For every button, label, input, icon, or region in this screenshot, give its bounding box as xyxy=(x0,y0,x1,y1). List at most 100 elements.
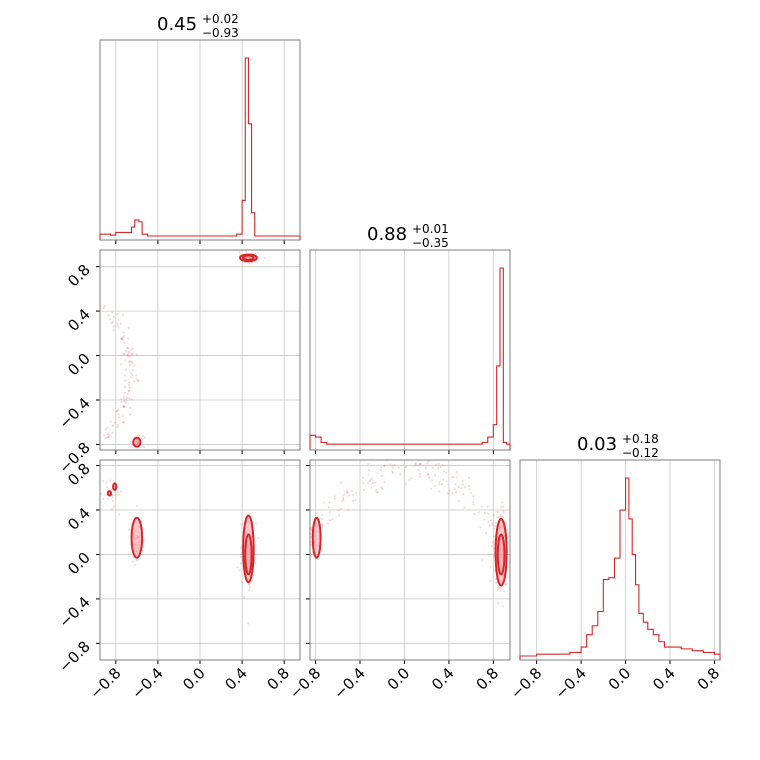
sample-point-3-225 xyxy=(391,470,394,473)
sample-point-3-182 xyxy=(442,470,446,473)
sample-point-3-224 xyxy=(354,499,357,502)
sample-point-3-318 xyxy=(492,514,495,517)
sample-point-1-127 xyxy=(122,405,126,408)
sample-point-2-167 xyxy=(116,490,119,493)
histogram-line-1 xyxy=(99,57,301,240)
sample-point-1-53 xyxy=(254,252,257,256)
sample-point-3-217 xyxy=(437,462,440,465)
sample-point-1-163 xyxy=(128,381,131,384)
sample-point-3-258 xyxy=(376,490,379,494)
sample-point-3-44 xyxy=(498,586,502,590)
sample-point-1-175 xyxy=(122,335,126,338)
sample-point-1-183 xyxy=(103,304,106,307)
sample-point-1-153 xyxy=(111,431,114,434)
sample-point-1-124 xyxy=(115,410,118,413)
hist-3-xtick-label-3: 0.4 xyxy=(649,664,679,694)
sample-point-2-86 xyxy=(250,579,254,582)
sample-point-3-148 xyxy=(310,543,313,547)
sample-point-3-202 xyxy=(461,483,464,486)
hist-panel-param-2 xyxy=(309,249,511,454)
sample-point-1-114 xyxy=(110,321,114,324)
sample-point-1-177 xyxy=(123,374,126,377)
sample-point-2-131 xyxy=(131,556,135,559)
sample-point-1-106 xyxy=(141,434,145,438)
sample-point-2-132 xyxy=(136,504,139,508)
sample-point-1-139 xyxy=(128,397,131,400)
sample-point-3-143 xyxy=(310,553,313,556)
sample-point-2-168 xyxy=(114,493,117,496)
sample-point-3-293 xyxy=(371,477,374,480)
sample-point-3-2 xyxy=(506,535,510,538)
sample-point-3-115 xyxy=(505,528,509,531)
sample-point-2-28 xyxy=(257,537,260,540)
sample-point-3-198 xyxy=(383,464,386,467)
sample-point-1-93 xyxy=(137,434,140,437)
sample-point-3-253 xyxy=(350,490,354,493)
sample-point-1-150 xyxy=(129,360,132,363)
sample-point-2-184 xyxy=(104,493,107,496)
sample-point-3-276 xyxy=(418,462,421,466)
sample-point-3-95 xyxy=(504,582,507,585)
sample-point-3-263 xyxy=(487,520,490,523)
median-param-3: 0.03 xyxy=(577,434,617,455)
sample-point-2-170 xyxy=(112,505,116,508)
hist-panel-param-1 xyxy=(99,39,301,244)
sample-point-1-216 xyxy=(112,315,115,318)
sample-point-3-172 xyxy=(408,478,411,482)
sample-point-3-315 xyxy=(438,490,441,493)
sample-point-3-194 xyxy=(363,488,366,492)
sample-point-3-174 xyxy=(366,482,370,485)
sample-point-3-218 xyxy=(320,517,324,521)
scatter-panel-param-1-vs-2: −0.8−0.40.00.40.8 xyxy=(55,249,301,477)
sample-point-3-244 xyxy=(362,482,365,485)
sample-point-3-116 xyxy=(502,605,505,608)
sample-point-2-179 xyxy=(101,479,104,483)
scatter-2-xtick-label-3: 0.4 xyxy=(221,664,251,694)
sample-point-1-210 xyxy=(131,373,134,376)
sample-point-3-296 xyxy=(392,471,395,475)
sample-point-3-270 xyxy=(326,522,329,525)
sample-point-3-38 xyxy=(497,601,500,605)
sample-point-3-222 xyxy=(430,487,433,491)
sample-point-2-70 xyxy=(247,622,250,625)
sample-point-1-147 xyxy=(109,317,112,321)
scatter-2-xtick-label-1: −0.4 xyxy=(128,664,166,702)
sample-point-3-223 xyxy=(351,494,355,497)
sample-point-1-214 xyxy=(122,314,125,317)
sample-point-1-149 xyxy=(117,413,120,416)
hist-3-frame xyxy=(519,459,721,661)
sample-point-3-295 xyxy=(404,465,407,469)
sample-point-1-208 xyxy=(107,314,110,317)
sample-point-3-313 xyxy=(334,497,337,500)
sample-point-1-142 xyxy=(129,372,132,375)
sample-point-3-316 xyxy=(379,469,383,472)
contour-2-1 xyxy=(244,533,253,576)
sample-point-1-143 xyxy=(113,421,116,424)
scatter-1-ytick-label-3: 0.4 xyxy=(64,305,94,335)
sample-point-3-310 xyxy=(367,473,370,476)
sample-point-1-158 xyxy=(121,338,124,341)
sample-point-2-171 xyxy=(105,481,108,484)
sample-point-3-214 xyxy=(451,492,454,495)
sample-point-3-247 xyxy=(389,463,392,466)
sample-point-2-76 xyxy=(249,586,252,589)
sample-point-3-200 xyxy=(461,479,464,482)
contour-3-2 xyxy=(311,516,322,559)
sample-point-2-188 xyxy=(106,486,109,489)
sample-point-3-245 xyxy=(431,466,434,470)
sample-point-2-64 xyxy=(240,522,243,526)
sample-point-1-118 xyxy=(119,322,122,325)
sample-point-2-187 xyxy=(117,493,121,497)
sample-point-3-175 xyxy=(369,478,373,481)
sample-point-1-206 xyxy=(127,389,131,393)
sample-point-3-268 xyxy=(380,486,383,489)
sample-point-3-183 xyxy=(381,487,384,490)
sample-point-3-273 xyxy=(327,506,331,509)
sample-point-1-207 xyxy=(116,312,119,316)
sample-point-1-192 xyxy=(136,379,139,383)
sample-point-3-207 xyxy=(496,516,499,519)
sample-point-3-321 xyxy=(383,464,386,467)
sample-point-3-157 xyxy=(309,532,312,536)
sample-point-1-180 xyxy=(120,337,123,341)
histogram-line-3 xyxy=(519,477,721,660)
